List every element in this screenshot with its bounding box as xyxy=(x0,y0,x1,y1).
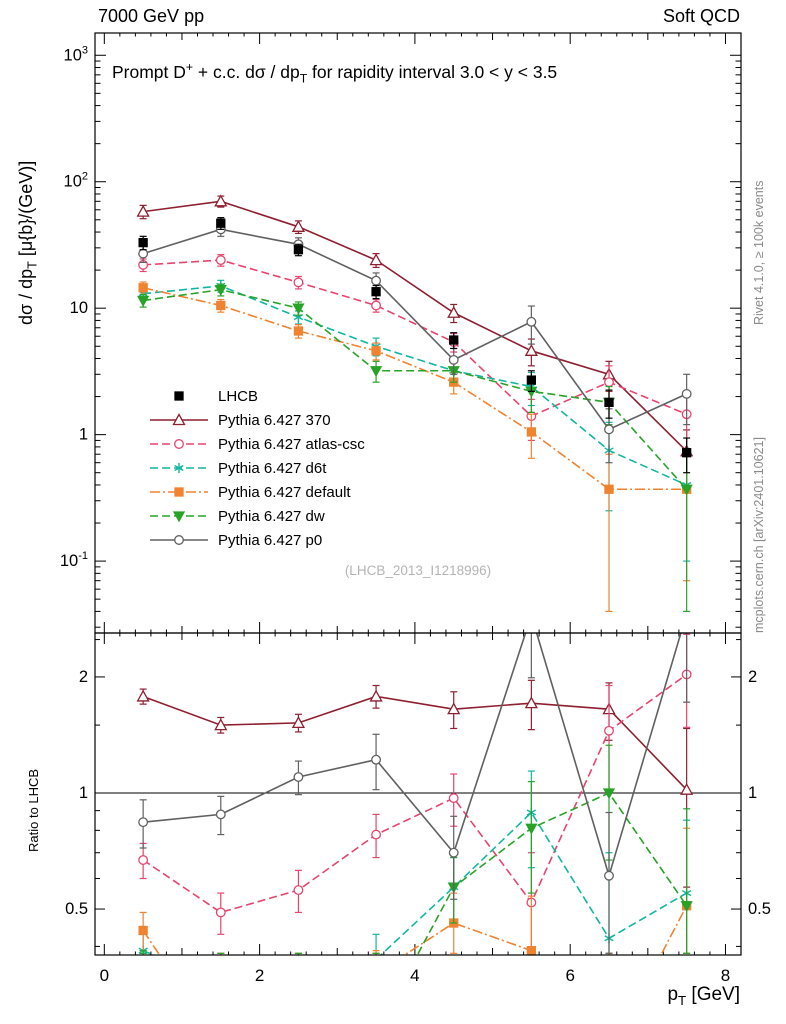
series-markers xyxy=(138,754,614,881)
x-axis-title: pT [GeV] xyxy=(560,984,740,1008)
series-markers xyxy=(138,218,692,458)
plot-title-mid: + c.c. dσ / dp xyxy=(193,61,300,82)
plot-title: Prompt D+ + c.c. dσ / dpT for rapidity i… xyxy=(112,60,557,85)
svg-text:0.5: 0.5 xyxy=(748,900,771,918)
legend-item-pythia-6-427-d6t: Pythia 6.427 d6t xyxy=(150,460,327,477)
svg-text:8: 8 xyxy=(721,966,730,985)
series-markers xyxy=(138,669,692,918)
ratio-panel xyxy=(95,633,741,955)
y-axis-title-pre: dσ / dp xyxy=(16,268,36,325)
analysis-watermark: (LHCB_2013_I1218996) xyxy=(344,563,492,578)
legend-label: Pythia 6.427 atlas-csc xyxy=(218,436,365,453)
ratio-axis-title: Ratio to LHCB xyxy=(26,768,41,852)
main-panel xyxy=(136,194,694,613)
legend-item-pythia-6-427-370: Pythia 6.427 370 xyxy=(150,412,331,429)
axis-tick-labels: 10-1 1 10 102 103 0.5 0.5 1 1 2 2 0 2 4 6 8 xyxy=(60,44,771,985)
legend-label: Pythia 6.427 dw xyxy=(218,508,325,525)
panel-frames xyxy=(94,32,742,956)
series-lhcb xyxy=(138,217,692,474)
series-markers xyxy=(136,689,694,795)
ratio-frame xyxy=(94,632,742,956)
y-axis-title: dσ / dpT [μ{b}/(GeV)] xyxy=(16,161,40,325)
legend-item-pythia-6-427-default: Pythia 6.427 default xyxy=(150,484,351,501)
ratio-series-pythia-6-427-p0 xyxy=(138,633,691,954)
svg-text:10-1: 10-1 xyxy=(60,550,88,570)
svg-text:0.5: 0.5 xyxy=(65,900,88,918)
svg-text:2: 2 xyxy=(255,966,264,985)
plot-title-sup: + xyxy=(185,60,194,74)
legend-label: Pythia 6.427 p0 xyxy=(218,532,322,549)
beam-energy-label: 7000 GeV pp xyxy=(98,6,205,26)
svg-text:2: 2 xyxy=(79,668,88,686)
rivet-version-note: Rivet 4.1.0, ≥ 100k events xyxy=(752,180,766,325)
series-error-bars xyxy=(139,744,691,955)
svg-text:10: 10 xyxy=(70,299,88,317)
svg-text:1: 1 xyxy=(748,784,757,802)
legend-item-lhcb: LHCB xyxy=(174,388,258,405)
plot-title-sub: T xyxy=(299,71,308,86)
svg-text:1: 1 xyxy=(79,426,88,444)
legend-item-pythia-6-427-p0: Pythia 6.427 p0 xyxy=(150,532,322,549)
svg-text:6: 6 xyxy=(565,966,574,985)
svg-text:2: 2 xyxy=(748,668,757,686)
svg-text:102: 102 xyxy=(64,171,88,191)
svg-text:103: 103 xyxy=(64,44,88,64)
y-axis-title-post: [μ{b}/(GeV)] xyxy=(16,160,36,262)
legend: LHCB Pythia 6.427 370 Pythia 6.427 atlas-c… xyxy=(150,388,365,549)
legend-item-pythia-6-427-atlas-csc: Pythia 6.427 atlas-csc xyxy=(150,436,365,453)
series-pythia-6-427-p0 xyxy=(138,222,692,464)
plot-title-post: for rapidity interval 3.0 < y < 3.5 xyxy=(307,61,558,82)
plot-title-pre: Prompt D xyxy=(112,61,186,82)
svg-text:1: 1 xyxy=(79,784,88,802)
x-axis-title-sub: T xyxy=(678,992,687,1008)
process-group-label: Soft QCD xyxy=(662,6,740,26)
y-axis-title-sub: T xyxy=(25,261,40,269)
legend-item-pythia-6-427-dw: Pythia 6.427 dw xyxy=(150,508,325,525)
legend-label: Pythia 6.427 370 xyxy=(218,412,331,429)
series-error-bars xyxy=(139,633,691,954)
ratio-series-pythia-6-427-370 xyxy=(136,679,694,888)
svg-text:4: 4 xyxy=(410,966,419,985)
mcplots-note: mcplots.cern.ch [arXiv:2401.10621] xyxy=(752,437,766,633)
x-axis-title-pre: p xyxy=(667,984,679,1005)
svg-text:0: 0 xyxy=(100,966,109,985)
legend-label: Pythia 6.427 default xyxy=(218,484,351,501)
ratio-series-pythia-6-427-dw xyxy=(139,744,693,955)
main-frame xyxy=(94,32,742,634)
legend-label: LHCB xyxy=(218,388,258,405)
x-axis-title-post: [GeV] xyxy=(686,984,740,1005)
legend-label: Pythia 6.427 d6t xyxy=(218,460,327,477)
